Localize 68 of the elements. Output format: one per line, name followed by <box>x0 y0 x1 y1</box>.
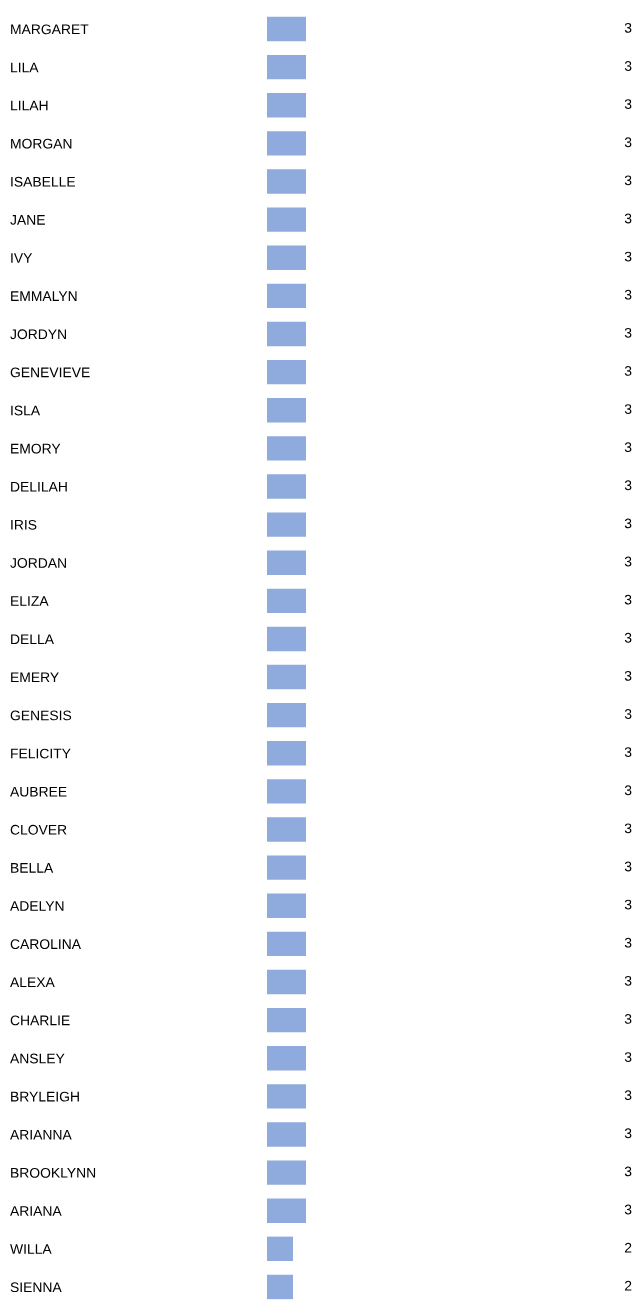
data-label: 3 <box>624 99 632 110</box>
y-tick-label: SIENNA <box>10 1282 62 1293</box>
y-tick-label: FELICITY <box>11 748 71 759</box>
y-tick-label: DELLA <box>11 634 54 644</box>
data-label: 3 <box>624 594 632 605</box>
y-tick-label: JORDAN <box>10 558 66 568</box>
data-label: 3 <box>624 823 632 834</box>
y-tick-label: CLOVER <box>10 824 67 835</box>
data-label: 3 <box>624 518 632 529</box>
y-tick-label: EMMALYN <box>11 291 77 301</box>
data-label: 3 <box>624 404 632 414</box>
data-label: 3 <box>624 937 632 948</box>
data-label: 3 <box>624 366 632 376</box>
data-label: 3 <box>624 899 632 910</box>
data-label: 3 <box>624 747 632 758</box>
y-tick-label: CAROLINA <box>10 939 81 950</box>
y-tick-label: ADELYN <box>10 901 64 911</box>
y-tick-label: MARGARET <box>11 24 89 35</box>
data-label: 3 <box>624 670 632 681</box>
data-label: 3 <box>624 1090 632 1101</box>
y-tick-label: GENEVIEVE <box>10 367 90 378</box>
y-tick-label: ELIZA <box>11 596 49 606</box>
data-label: 3 <box>624 327 632 338</box>
data-label: 3 <box>624 1204 632 1215</box>
y-tick-label: IRIS <box>11 519 37 530</box>
y-tick-label: ARIANNA <box>10 1129 72 1140</box>
data-label: 3 <box>624 975 632 986</box>
y-tick-label: LILA <box>11 62 39 73</box>
y-tick-label: AUBREE <box>10 786 67 797</box>
y-tick-label: CHARLIE <box>10 1015 70 1026</box>
y-tick-label: ANSLEY <box>10 1053 65 1064</box>
data-label: 3 <box>624 480 632 491</box>
data-label: 3 <box>624 289 632 300</box>
y-tick-label: ISLA <box>11 405 41 416</box>
y-tick-label: ALEXA <box>10 977 55 988</box>
y-tick-label: GENESIS <box>10 710 72 721</box>
data-label: 2 <box>624 1242 632 1253</box>
y-tick-label: BELLA <box>11 863 54 873</box>
data-label: 3 <box>624 251 632 262</box>
y-tick-label: JANE <box>10 215 45 225</box>
data-label: 3 <box>624 1014 632 1024</box>
data-label: 2 <box>624 1280 632 1291</box>
y-tick-label: LILAH <box>11 100 48 111</box>
data-label: 3 <box>624 861 632 872</box>
y-tick-label: EMORY <box>11 443 61 454</box>
y-tick-label: DELILAH <box>11 481 67 492</box>
data-label: 3 <box>624 175 632 186</box>
y-tick-label: WILLA <box>10 1244 52 1254</box>
y-tick-label: IVY <box>11 253 33 263</box>
data-label: 3 <box>624 22 632 33</box>
data-label: 3 <box>624 785 632 796</box>
data-label: 3 <box>624 556 632 567</box>
data-label: 3 <box>624 137 632 148</box>
y-tick-label: ARIANA <box>10 1206 62 1216</box>
y-tick-label: JORDYN <box>10 329 66 340</box>
data-label: 3 <box>624 213 632 224</box>
y-tick-label: BROOKLYNN <box>11 1167 96 1178</box>
data-label: 3 <box>624 1166 632 1177</box>
y-tick-label: BRYLEIGH <box>11 1091 79 1102</box>
data-label: 3 <box>624 442 632 453</box>
data-label: 3 <box>624 709 632 719</box>
data-label: 3 <box>624 1128 632 1139</box>
data-label: 3 <box>624 1052 632 1062</box>
y-tick-label: ISABELLE <box>11 176 76 187</box>
y-tick-label: EMERY <box>11 672 59 683</box>
y-tick-label: MORGAN <box>11 138 72 149</box>
data-label: 3 <box>624 61 632 71</box>
data-label: 3 <box>624 632 632 643</box>
